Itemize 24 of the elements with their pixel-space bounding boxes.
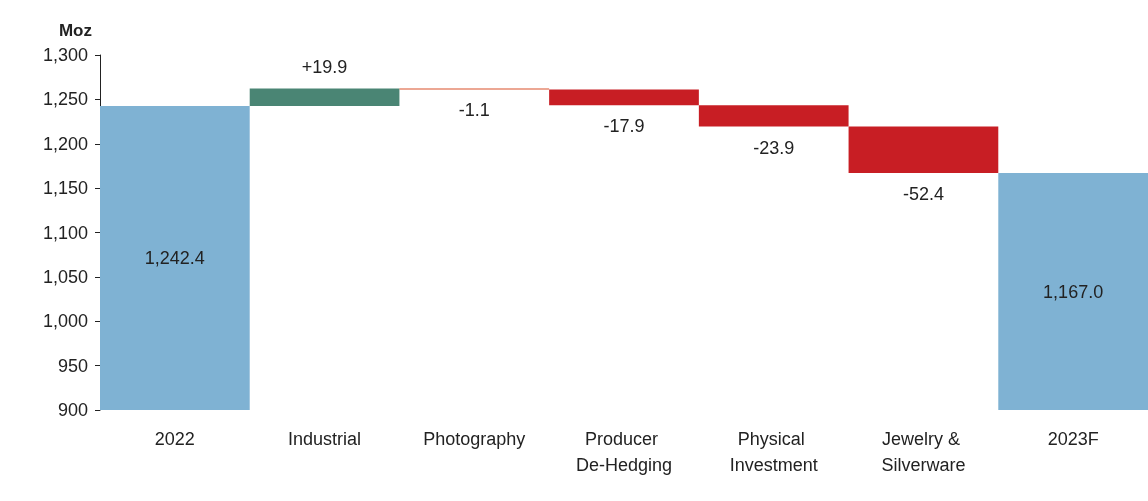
- x-tick-label: Producer De-Hedging: [575, 429, 673, 475]
- data-label: +19.9: [301, 57, 348, 78]
- x-tick-label: Jewelry & Silverware: [881, 429, 966, 475]
- x-tick-label: Physical Investment: [729, 429, 818, 475]
- y-tick-label: 1,100: [42, 222, 88, 243]
- y-tick-label: 1,050: [42, 266, 88, 287]
- y-tick-label: 1,300: [42, 45, 88, 65]
- data-label: -17.9: [603, 116, 645, 137]
- x-tick-label: Industrial: [288, 429, 362, 449]
- y-tick-label: 950: [57, 355, 88, 376]
- x-tick-label: 2023F: [1047, 429, 1099, 449]
- y-tick-label: 900: [57, 400, 88, 420]
- y-axis-title: Moz: [58, 21, 92, 40]
- x-tick-label: 2022: [154, 429, 195, 449]
- data-label: 1,167.0: [1043, 281, 1104, 302]
- y-tick-label: 1,200: [42, 133, 88, 154]
- data-label: -52.4: [902, 184, 944, 205]
- y-tick-label: 1,250: [42, 89, 88, 110]
- y-tick-label: 1,000: [42, 311, 88, 332]
- data-label: 1,242.4: [144, 248, 205, 269]
- data-label: -23.9: [753, 137, 795, 158]
- x-tick-label: Photography: [423, 429, 526, 449]
- y-tick-label: 1,150: [42, 178, 88, 199]
- data-label: -1.1: [458, 100, 490, 121]
